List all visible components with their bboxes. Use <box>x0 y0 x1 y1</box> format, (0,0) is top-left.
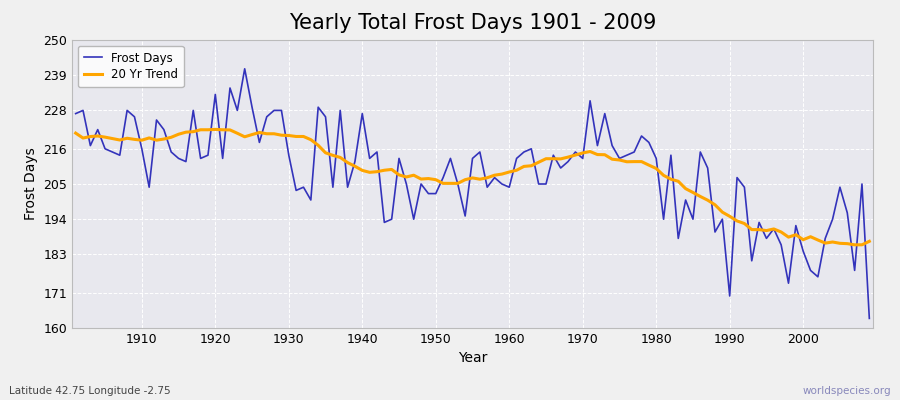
20 Yr Trend <box>210 127 220 132</box>
Title: Yearly Total Frost Days 1901 - 2009: Yearly Total Frost Days 1901 - 2009 <box>289 13 656 33</box>
X-axis label: Year: Year <box>458 352 487 366</box>
20 Yr Trend <box>129 137 140 142</box>
Legend: Frost Days, 20 Yr Trend: Frost Days, 20 Yr Trend <box>78 46 184 87</box>
Frost Days <box>239 66 250 71</box>
Y-axis label: Frost Days: Frost Days <box>23 148 38 220</box>
20 Yr Trend <box>511 168 522 173</box>
Text: worldspecies.org: worldspecies.org <box>803 386 891 396</box>
Frost Days <box>864 316 875 321</box>
Frost Days <box>129 114 140 119</box>
20 Yr Trend <box>504 170 515 174</box>
Line: 20 Yr Trend: 20 Yr Trend <box>76 130 869 245</box>
20 Yr Trend <box>599 152 610 157</box>
Frost Days <box>342 185 353 190</box>
Line: Frost Days: Frost Days <box>76 69 869 318</box>
Frost Days <box>70 111 81 116</box>
20 Yr Trend <box>864 239 875 244</box>
20 Yr Trend <box>342 160 353 165</box>
Frost Days <box>599 111 610 116</box>
20 Yr Trend <box>298 134 309 139</box>
20 Yr Trend <box>850 242 860 247</box>
Frost Days <box>504 185 515 190</box>
Frost Days <box>511 156 522 161</box>
Text: Latitude 42.75 Longitude -2.75: Latitude 42.75 Longitude -2.75 <box>9 386 171 396</box>
20 Yr Trend <box>70 131 81 136</box>
Frost Days <box>298 185 309 190</box>
